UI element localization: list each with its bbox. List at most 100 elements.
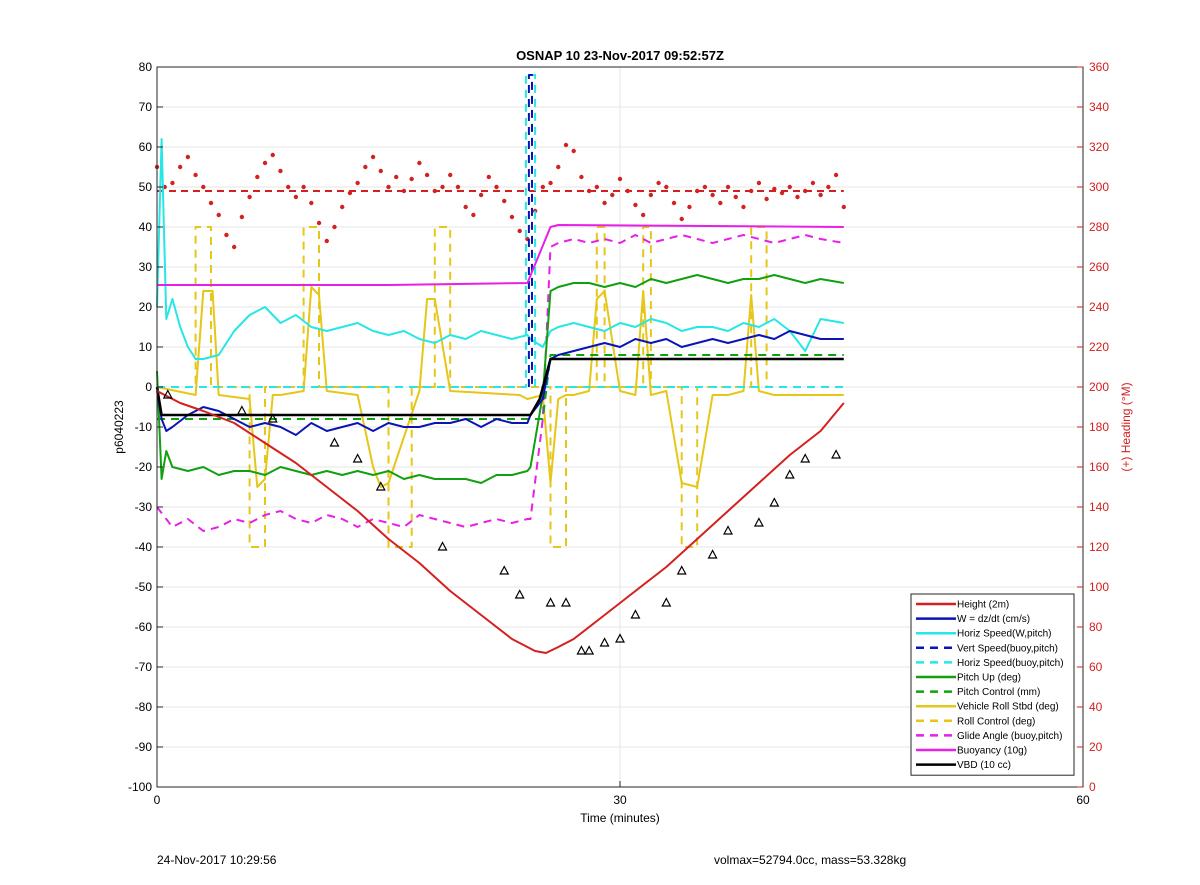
height-marker: [267, 413, 278, 423]
heading-point: [185, 154, 191, 160]
heading-point: [455, 184, 461, 190]
heading-point: [656, 180, 661, 186]
y-tick-label: -10: [135, 420, 153, 434]
heading-point: [517, 228, 522, 234]
heading-point: [401, 188, 407, 194]
y-tick-label: 30: [139, 260, 153, 274]
heading-point: [486, 174, 492, 180]
y2-tick-label: 140: [1089, 500, 1109, 514]
y2-axis-label: (+) Heading (°M): [1119, 382, 1133, 471]
heading-point: [355, 180, 360, 186]
heading-point: [756, 180, 762, 186]
legend-item-label: Horiz Speed(W,pitch): [957, 629, 1051, 640]
heading-point: [563, 142, 569, 148]
series-pitch-up-deg: [156, 274, 844, 484]
y-tick-label: 80: [139, 60, 153, 74]
footer-timestamp: 24-Nov-2017 10:29:56: [157, 853, 277, 867]
heading-point: [193, 172, 198, 178]
height-marker: [329, 437, 340, 447]
legend-item-label: Glide Angle (buoy,pitch): [957, 731, 1062, 742]
heading-point: [502, 198, 507, 204]
legend-item-label: Buoyancy (10g): [957, 746, 1027, 757]
heading-point: [262, 160, 268, 166]
heading-point: [378, 168, 383, 174]
heading-point: [640, 212, 646, 218]
height-marker: [576, 645, 587, 655]
height-marker: [723, 525, 734, 535]
series-height-2m: [156, 390, 845, 654]
y2-tick-label: 80: [1089, 620, 1103, 634]
legend-item-label: Vehicle Roll Stbd (deg): [957, 702, 1059, 713]
heading-point: [648, 192, 654, 198]
height-marker: [437, 541, 448, 551]
height-marker: [375, 481, 386, 491]
right-axis: 0 20 40 60 80 100 120 140 160 180 200 220 240 260 280 3…: [1077, 60, 1109, 794]
y2-tick-label: 260: [1089, 260, 1109, 274]
height-marker: [162, 389, 173, 399]
heading-point: [255, 174, 260, 180]
heading-point: [602, 200, 607, 206]
y-tick-label: 40: [139, 220, 153, 234]
heading-point: [633, 202, 638, 208]
y2-tick-label: 300: [1089, 180, 1109, 194]
heading-point: [725, 184, 731, 190]
height-marker: [769, 497, 780, 507]
y-tick-label: -80: [135, 700, 153, 714]
heading-point: [270, 152, 275, 158]
series-w-dz-dt-cm-s: [156, 330, 844, 436]
heading-point: [772, 186, 777, 192]
heading-point: [556, 164, 561, 170]
heading-point: [733, 194, 738, 200]
y-tick-label: -90: [135, 740, 153, 754]
heading-point: [309, 200, 314, 206]
y2-tick-label: 60: [1089, 660, 1103, 674]
height-marker: [560, 597, 571, 607]
y-tick-label: 10: [139, 340, 153, 354]
heading-point: [826, 184, 831, 190]
chart-title: OSNAP 10 23-Nov-2017 09:52:57Z: [516, 48, 724, 63]
heading-point: [841, 204, 846, 210]
heading-point: [586, 188, 592, 194]
heading-point: [386, 184, 391, 190]
heading-point: [278, 168, 283, 174]
legend-item-label: W = dz/dt (cm/s): [957, 614, 1030, 625]
series-horiz-speed-w-pitch: [156, 138, 844, 360]
y2-tick-label: 0: [1089, 780, 1096, 794]
y2-tick-label: 220: [1089, 340, 1109, 354]
y2-tick-label: 320: [1089, 140, 1109, 154]
y2-tick-label: 160: [1089, 460, 1109, 474]
heading-point: [216, 212, 221, 218]
heading-point: [625, 188, 630, 194]
heading-point: [370, 154, 376, 160]
series-glide-angle-buoy-pitch: [156, 234, 844, 532]
footer-mass-info: volmax=52794.0cc, mass=53.328kg: [714, 853, 907, 867]
heading-point: [664, 184, 669, 190]
series-vert-speed-buoy-pitch: [527, 74, 533, 387]
heading-point: [417, 160, 422, 166]
heading-point: [779, 190, 785, 196]
heading-point: [548, 180, 553, 186]
legend-box: [910, 593, 1075, 776]
height-marker: [615, 633, 625, 643]
legend-item-label: Roll Control (deg): [957, 716, 1035, 727]
heading-point: [301, 184, 306, 190]
y-tick-label: 60: [139, 140, 153, 154]
heading-point: [285, 184, 291, 190]
heading-point: [409, 176, 414, 182]
y-tick-label: -70: [135, 660, 153, 674]
heading-point: [741, 204, 746, 210]
heading-point: [463, 204, 468, 210]
y2-tick-label: 100: [1089, 580, 1109, 594]
heading-point: [710, 192, 715, 198]
height-marker: [352, 453, 363, 463]
heading-point: [617, 176, 623, 182]
heading-point: [571, 148, 576, 154]
heading-point: [679, 216, 684, 222]
height-marker: [630, 609, 641, 619]
heading-point: [810, 180, 816, 186]
y-tick-label: -50: [135, 580, 153, 594]
heading-point: [610, 192, 615, 198]
heading-point: [340, 204, 345, 210]
heading-point: [231, 244, 237, 250]
